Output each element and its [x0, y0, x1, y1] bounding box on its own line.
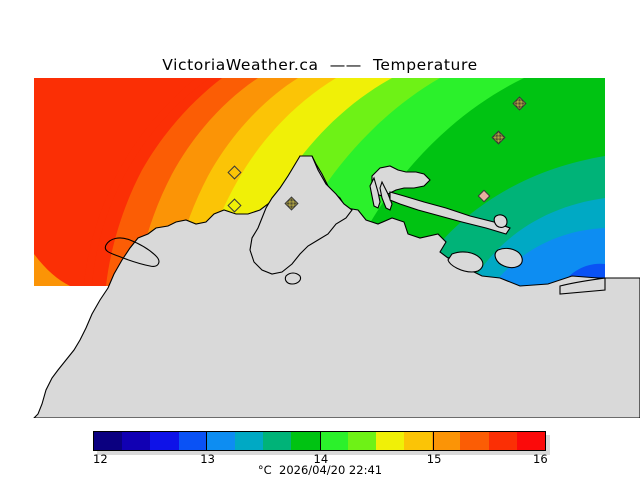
colorbar-band-15 [516, 432, 545, 450]
station-marker-1[interactable] [227, 165, 242, 180]
colorbar-band-7 [291, 432, 320, 450]
contour-lowleft-sliver [34, 254, 70, 286]
temperature-colorbar[interactable]: 12 13 14 15 16 [93, 431, 550, 466]
colorbar-band-5 [234, 432, 264, 450]
southeast-shoreline [559, 277, 606, 295]
colorbar-label-16: 16 [533, 452, 548, 466]
colorbar-band-11 [404, 432, 433, 450]
east-lagoon-island [494, 247, 523, 269]
offshore-island-outline [104, 237, 160, 267]
east-small-island [493, 214, 508, 228]
central-peninsula [249, 155, 353, 275]
map-canvas [0, 78, 640, 418]
colorbar-band-13 [460, 432, 489, 450]
colorbar-band-14 [488, 432, 517, 450]
east-harbour-island [447, 251, 484, 273]
colorbar-label-15: 15 [426, 452, 442, 466]
station-marker-3[interactable] [284, 196, 299, 211]
colorbar-tick-14 [319, 431, 321, 451]
colorbar-band-6 [263, 432, 292, 450]
northeast-spit-prong-a [369, 176, 381, 209]
colorbar-band-3 [178, 432, 207, 450]
colorbar-band-8 [319, 432, 348, 450]
land-masses [33, 155, 640, 418]
colorbar-band-0 [94, 432, 123, 450]
colorbar-band-9 [347, 432, 376, 450]
station-marker-2[interactable] [227, 198, 242, 213]
colorbar-band-2 [150, 432, 179, 450]
temperature-contour-map [0, 78, 640, 418]
station-marker-4[interactable] [512, 96, 527, 111]
station-marker-6[interactable] [477, 189, 491, 203]
station-marker-5[interactable] [491, 130, 506, 145]
station-markers [227, 96, 527, 213]
colorbar-label-12: 12 [93, 452, 108, 466]
colorbar-tick-15 [432, 431, 434, 451]
contour-field [34, 78, 605, 286]
bay-mouth-island [284, 272, 302, 285]
northeast-spit-upper [371, 165, 431, 197]
colorbar-band-1 [122, 432, 151, 450]
page-title: VictoriaWeather.ca —— Temperature [162, 56, 478, 74]
contour-nucleus [34, 78, 196, 286]
colorbar-tick-13 [206, 431, 208, 451]
colorbar-band-10 [375, 432, 405, 450]
colorbar-caption: °C 2026/04/20 22:41 [257, 463, 383, 477]
northeast-sandbar [389, 191, 511, 235]
colorbar-label-13: 13 [200, 452, 215, 466]
colorbar-band-4 [206, 432, 235, 450]
colorbar-label-14: 14 [313, 452, 329, 466]
northeast-spit-prong-b [379, 180, 393, 211]
colorbar-band-12 [432, 432, 461, 450]
